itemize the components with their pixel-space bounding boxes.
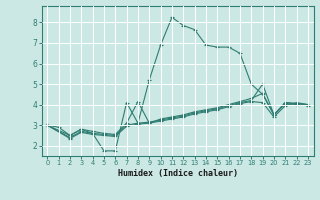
X-axis label: Humidex (Indice chaleur): Humidex (Indice chaleur) (118, 169, 237, 178)
